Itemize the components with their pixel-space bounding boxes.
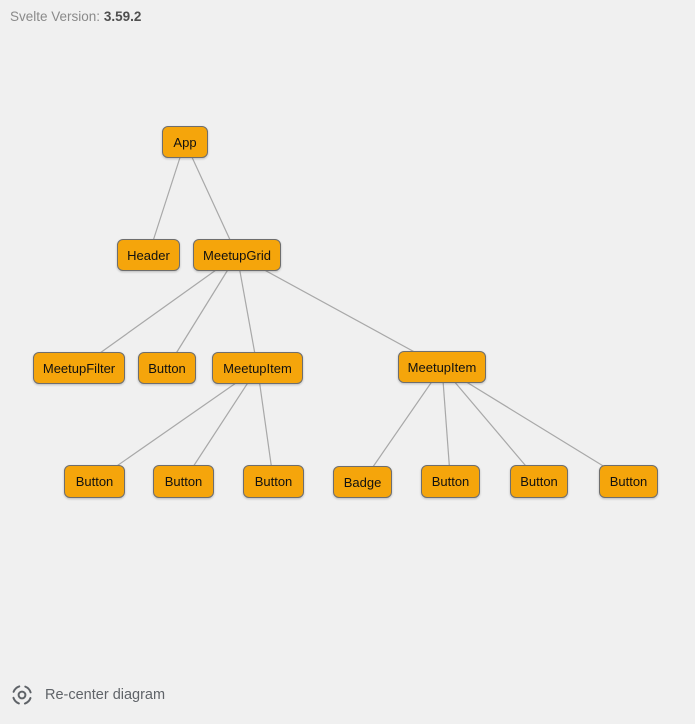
diagram-node-meetupitem-1[interactable]: MeetupItem [212,352,303,384]
re-center-label: Re-center diagram [45,687,166,703]
diagram-node-button-3[interactable]: Button [153,465,214,498]
diagram-node-button-6[interactable]: Button [510,465,568,498]
svelte-version-bar: Svelte Version: 3.59.2 [10,9,141,24]
diagram-node-app[interactable]: App [162,126,208,158]
re-center-button[interactable]: Re-center diagram [10,683,165,707]
diagram-node-badge[interactable]: Badge [333,466,392,498]
diagram-node-button-7[interactable]: Button [599,465,658,498]
svelte-version-label: Svelte Version: [10,9,101,24]
diagram-node-meetupfilter[interactable]: MeetupFilter [33,352,125,384]
diagram-node-button-5[interactable]: Button [421,465,480,498]
diagram-node-button-1[interactable]: Button [138,352,196,384]
svelte-version-value: 3.59.2 [103,9,142,24]
diagram-node-button-2[interactable]: Button [64,465,125,498]
diagram-node-meetupitem-2[interactable]: MeetupItem [398,351,486,383]
diagram-node-header[interactable]: Header [117,239,180,271]
diagram-node-meetupgrid[interactable]: MeetupGrid [193,239,281,271]
re-center-focus-icon [10,683,34,707]
diagram-node-button-4[interactable]: Button [243,465,304,498]
